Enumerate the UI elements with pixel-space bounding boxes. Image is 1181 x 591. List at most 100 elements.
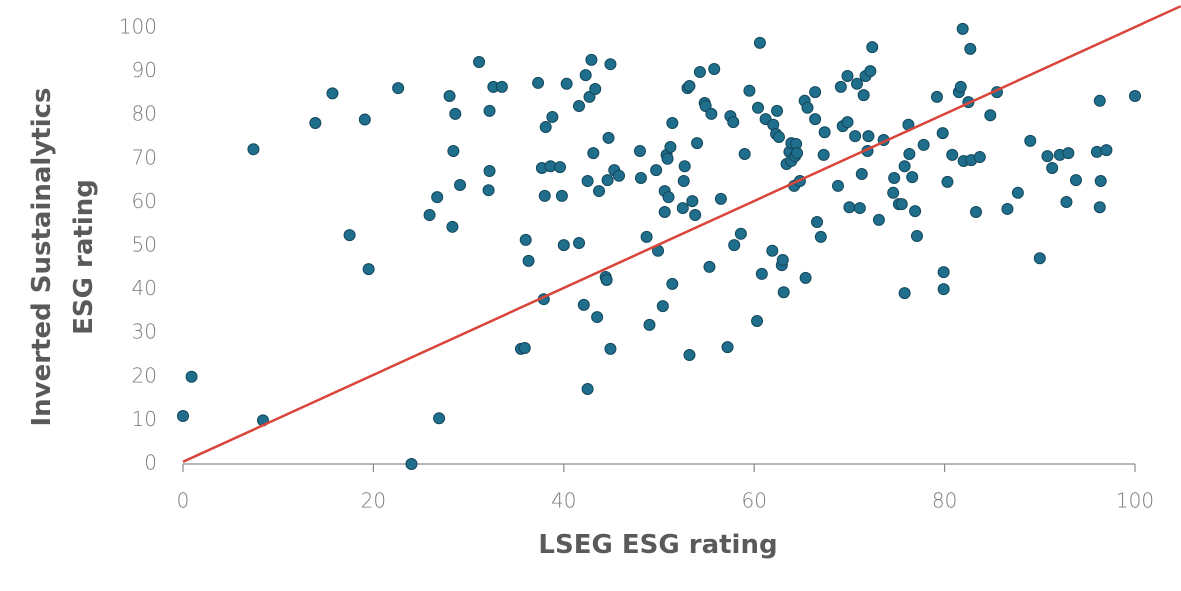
y-tick-label: 10 xyxy=(132,407,157,431)
point xyxy=(518,342,531,355)
point xyxy=(587,147,600,160)
point xyxy=(600,274,613,287)
point xyxy=(862,130,875,143)
point xyxy=(555,189,568,202)
point xyxy=(776,253,789,266)
point xyxy=(903,148,916,161)
point xyxy=(1100,144,1113,157)
point xyxy=(666,117,679,130)
point xyxy=(591,311,604,324)
point xyxy=(809,113,822,126)
point xyxy=(1129,90,1141,103)
point xyxy=(887,186,900,199)
point xyxy=(898,160,911,173)
y-tick-label: 40 xyxy=(132,276,157,300)
y-axis-label: Inverted Sustainalytics ESG rating xyxy=(27,87,99,427)
point xyxy=(751,314,764,327)
point xyxy=(906,171,919,184)
x-tick-label: 100 xyxy=(1116,489,1154,513)
point xyxy=(658,205,671,218)
point xyxy=(772,131,785,143)
point xyxy=(683,79,696,92)
point xyxy=(650,164,663,177)
point xyxy=(708,62,721,75)
point xyxy=(604,58,617,71)
point xyxy=(532,76,545,89)
point xyxy=(553,161,566,174)
point xyxy=(664,141,677,154)
point xyxy=(841,69,854,82)
point xyxy=(1033,252,1046,265)
point xyxy=(831,179,844,192)
point xyxy=(447,144,460,157)
point xyxy=(1060,195,1073,208)
reference-line xyxy=(182,5,1181,463)
point xyxy=(662,191,675,204)
point xyxy=(1094,175,1107,188)
point xyxy=(579,69,592,82)
point xyxy=(866,41,879,54)
point xyxy=(343,229,356,242)
point xyxy=(686,195,699,208)
x-tick-label: 40 xyxy=(551,489,576,513)
point xyxy=(557,239,570,252)
point xyxy=(834,80,847,93)
y-tick-label: 20 xyxy=(132,363,157,387)
point xyxy=(818,126,831,139)
point xyxy=(601,174,614,187)
point xyxy=(1046,161,1059,174)
x-tick-label: 0 xyxy=(177,489,190,513)
point xyxy=(473,56,486,69)
point xyxy=(405,458,418,470)
point xyxy=(766,244,779,257)
point xyxy=(585,53,598,66)
point xyxy=(573,100,586,113)
point xyxy=(954,80,967,93)
point xyxy=(593,185,606,198)
point xyxy=(777,286,790,299)
point xyxy=(941,175,954,188)
point xyxy=(752,101,765,114)
point xyxy=(817,148,830,161)
point xyxy=(864,65,877,78)
point xyxy=(604,342,617,355)
point xyxy=(841,116,854,129)
point xyxy=(946,148,959,161)
point xyxy=(1069,174,1082,187)
point xyxy=(309,117,322,130)
point xyxy=(930,90,943,103)
x-tick-label: 60 xyxy=(741,489,766,513)
point xyxy=(1001,202,1014,215)
point xyxy=(613,169,626,182)
point xyxy=(909,205,922,218)
point xyxy=(177,410,189,423)
y-tick-label: 50 xyxy=(132,233,157,257)
point xyxy=(734,227,747,240)
point xyxy=(689,209,702,222)
point xyxy=(539,120,552,133)
point xyxy=(522,254,535,267)
point xyxy=(956,22,969,35)
point xyxy=(677,175,690,188)
point xyxy=(431,191,444,204)
point xyxy=(483,104,496,117)
point xyxy=(727,116,740,129)
point xyxy=(872,213,885,226)
point xyxy=(755,267,768,280)
y-tick-label: 100 xyxy=(119,15,157,39)
point xyxy=(910,229,923,242)
y-tick-label: 0 xyxy=(144,451,157,475)
point xyxy=(633,144,646,157)
point xyxy=(898,287,911,300)
point xyxy=(602,131,615,144)
point xyxy=(676,202,689,215)
point xyxy=(581,175,594,188)
point xyxy=(721,341,734,354)
point xyxy=(433,412,446,425)
point xyxy=(449,107,462,120)
point xyxy=(661,152,674,165)
y-tick-label: 60 xyxy=(132,189,157,213)
point xyxy=(666,277,679,290)
point xyxy=(771,104,784,117)
